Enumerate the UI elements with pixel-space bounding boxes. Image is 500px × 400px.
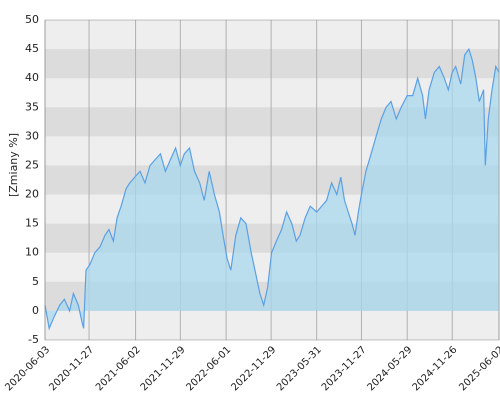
- x-tick-label: 2020-06-03: [3, 344, 52, 393]
- area: [45, 49, 499, 329]
- y-tick-label: 15: [25, 217, 39, 230]
- y-tick-label: -5: [28, 333, 39, 346]
- plot-border: [44, 19, 500, 341]
- y-tick-label: 20: [25, 188, 39, 201]
- x-tick-label: 2021-11-29: [139, 344, 188, 393]
- y-tick-label: 30: [25, 129, 39, 142]
- y-axis-label: [Zmiany %]: [7, 133, 20, 197]
- y-tick-label: 10: [25, 246, 39, 259]
- x-tick-label: 2025-06-02: [457, 344, 500, 393]
- x-tick-label: 2022-06-01: [184, 344, 233, 393]
- y-tick-label: 5: [32, 275, 39, 288]
- x-tick-label: 2023-05-31: [275, 344, 324, 393]
- y-tick-label: 35: [25, 100, 39, 113]
- x-tick-label: 2024-11-26: [411, 344, 460, 393]
- x-tick-label: 2020-11-27: [47, 344, 96, 393]
- y-tick-label: 50: [25, 13, 39, 26]
- x-tick-label: 2023-11-27: [320, 344, 369, 393]
- line: [44, 47, 500, 331]
- x-tick-label: 2021-06-02: [94, 344, 143, 393]
- y-tick-label: 25: [25, 158, 39, 171]
- x-tick-label: 2024-05-29: [366, 344, 415, 393]
- y-tick-label: 40: [25, 71, 39, 84]
- y-tick-label: 45: [25, 42, 39, 55]
- y-tick-label: 0: [32, 304, 39, 317]
- x-tick-label: 2022-11-29: [229, 344, 278, 393]
- grid-band: [45, 49, 499, 79]
